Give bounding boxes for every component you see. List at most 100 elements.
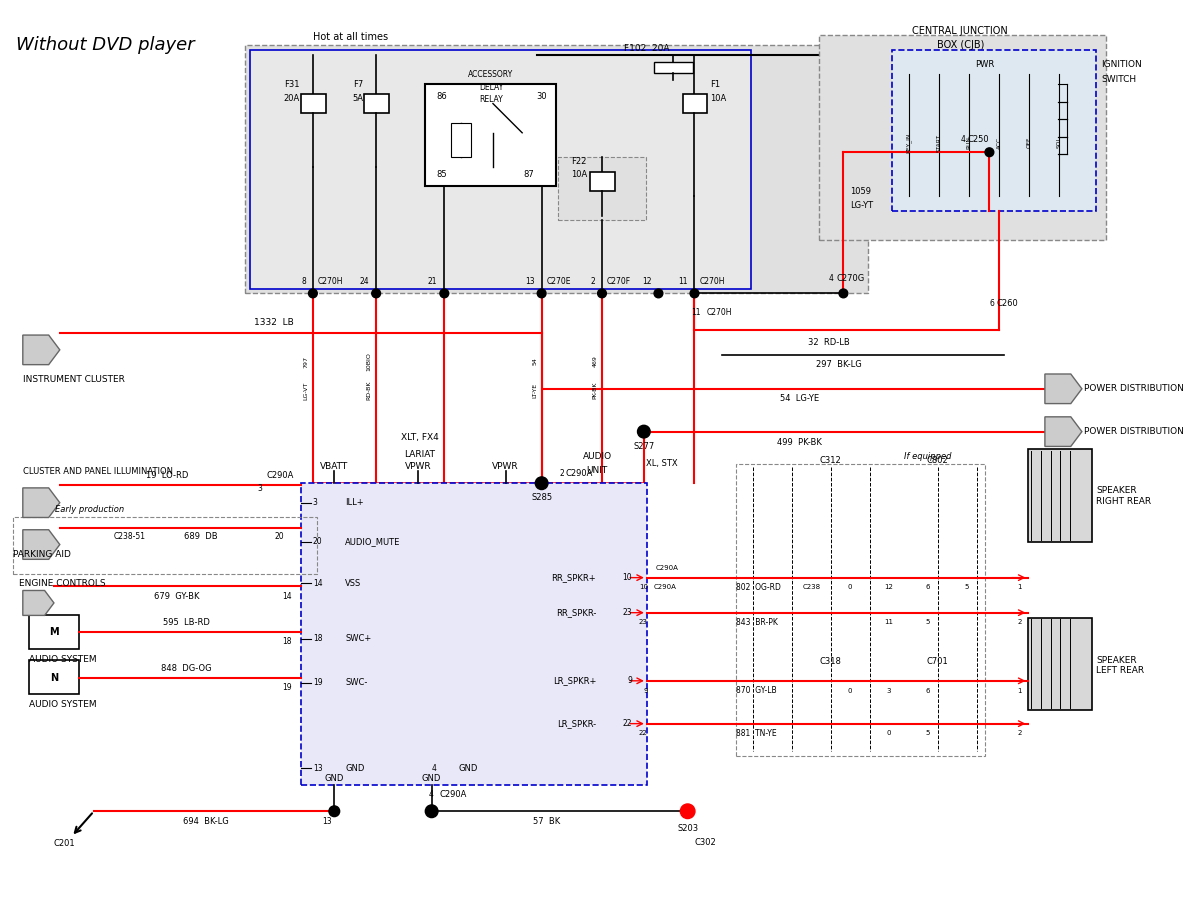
Text: 22: 22 <box>638 731 648 736</box>
Text: C318: C318 <box>820 657 841 666</box>
Text: 14: 14 <box>282 592 292 601</box>
Bar <box>29 660 79 694</box>
Text: C201: C201 <box>54 839 76 848</box>
Text: C302: C302 <box>695 838 716 847</box>
Text: SOL: SOL <box>1057 136 1062 148</box>
Text: CENTRAL JUNCTION: CENTRAL JUNCTION <box>912 25 1008 35</box>
Text: PWR: PWR <box>974 60 994 69</box>
Text: 20A: 20A <box>283 95 299 104</box>
Text: 57  BK: 57 BK <box>533 817 560 826</box>
Text: 297  BK-LG: 297 BK-LG <box>816 360 862 369</box>
Text: 10: 10 <box>623 574 632 582</box>
Text: C270H: C270H <box>707 308 733 317</box>
Text: C802: C802 <box>926 456 949 465</box>
Text: SWC+: SWC+ <box>346 634 371 644</box>
Circle shape <box>690 289 698 298</box>
Text: 13: 13 <box>323 817 332 826</box>
Bar <box>250 50 751 288</box>
Text: CLUSTER AND PANEL ILLUMINATION: CLUSTER AND PANEL ILLUMINATION <box>23 467 173 476</box>
Text: 19  LO-RD: 19 LO-RD <box>145 471 188 480</box>
Text: 802  OG-RD: 802 OG-RD <box>737 583 781 592</box>
Text: 5: 5 <box>926 731 930 736</box>
Text: 18: 18 <box>313 634 323 644</box>
Text: 14: 14 <box>313 579 323 588</box>
Circle shape <box>598 289 606 298</box>
Text: AUDIO_MUTE: AUDIO_MUTE <box>346 537 401 546</box>
Text: C270H: C270H <box>700 277 725 286</box>
Text: C290A: C290A <box>655 564 678 571</box>
Text: 22: 22 <box>623 719 632 728</box>
Text: DELAY: DELAY <box>479 83 503 92</box>
Text: 11: 11 <box>678 277 688 286</box>
Text: PARKING AID: PARKING AID <box>13 550 71 559</box>
Polygon shape <box>23 335 60 365</box>
Bar <box>683 94 707 114</box>
Text: POWER DISTRIBUTION: POWER DISTRIBUTION <box>1084 385 1183 394</box>
Text: 86: 86 <box>436 93 446 101</box>
Text: 1332  LB: 1332 LB <box>254 318 294 327</box>
Text: 10: 10 <box>638 584 648 590</box>
Bar <box>1028 617 1092 710</box>
Text: GND: GND <box>458 764 479 773</box>
Text: F7: F7 <box>353 80 364 88</box>
Text: 689  DB: 689 DB <box>184 533 217 541</box>
Text: 0: 0 <box>848 584 852 590</box>
Bar <box>737 464 984 755</box>
Text: SWC-: SWC- <box>346 678 367 687</box>
Text: KEY_IN: KEY_IN <box>906 133 912 153</box>
Text: 13: 13 <box>526 277 535 286</box>
Text: 18: 18 <box>282 637 292 646</box>
Text: ILL+: ILL+ <box>346 498 364 507</box>
Text: GND: GND <box>325 774 344 783</box>
Text: 848  DG-OG: 848 DG-OG <box>161 664 211 673</box>
Text: 3: 3 <box>313 498 318 507</box>
Text: AUDIO SYSTEM: AUDIO SYSTEM <box>29 700 96 709</box>
Text: C290A: C290A <box>654 584 677 590</box>
Text: 3: 3 <box>887 687 892 694</box>
Bar <box>451 123 470 157</box>
Text: 32  RD-LB: 32 RD-LB <box>808 337 850 346</box>
Bar <box>820 35 1106 240</box>
Text: LR_SPKR+: LR_SPKR+ <box>553 676 596 685</box>
Circle shape <box>308 289 317 298</box>
Text: 6: 6 <box>990 299 995 307</box>
Text: 0: 0 <box>848 687 852 694</box>
Bar <box>590 172 614 191</box>
Text: C701: C701 <box>926 657 949 666</box>
Text: POWER DISTRIBUTION: POWER DISTRIBUTION <box>1084 427 1183 436</box>
Text: XLT, FX4: XLT, FX4 <box>401 433 439 442</box>
Text: 11: 11 <box>884 619 894 625</box>
Bar <box>13 517 317 574</box>
Text: AUDIO SYSTEM: AUDIO SYSTEM <box>29 654 96 664</box>
Circle shape <box>425 805 438 817</box>
Bar <box>301 94 325 114</box>
Text: ACC: ACC <box>997 136 1002 148</box>
Circle shape <box>985 148 994 156</box>
Text: LARIAT: LARIAT <box>404 450 436 458</box>
Text: 10A: 10A <box>571 170 587 179</box>
Text: UNIT: UNIT <box>587 466 607 475</box>
Text: 6: 6 <box>926 584 930 590</box>
Text: PK-BK: PK-BK <box>593 382 598 399</box>
Text: RD-BK: RD-BK <box>367 381 372 401</box>
Text: ENGINE CONTROLS: ENGINE CONTROLS <box>19 579 106 588</box>
Text: N: N <box>50 673 58 683</box>
Text: 5A: 5A <box>353 95 364 104</box>
Text: RR_SPKR+: RR_SPKR+ <box>552 574 596 582</box>
Text: 30: 30 <box>536 93 547 101</box>
Text: 54  LG-YE: 54 LG-YE <box>780 394 820 403</box>
Text: 2: 2 <box>1018 619 1021 625</box>
Text: 4: 4 <box>432 764 437 773</box>
Text: LR_SPKR-: LR_SPKR- <box>557 719 596 728</box>
Text: 23: 23 <box>638 619 648 625</box>
Text: 4: 4 <box>428 790 433 799</box>
Text: VSS: VSS <box>346 579 361 588</box>
Text: C270G: C270G <box>836 275 865 284</box>
Text: 1: 1 <box>1018 584 1021 590</box>
Text: 1059: 1059 <box>851 186 871 195</box>
Text: GND: GND <box>422 774 442 783</box>
Polygon shape <box>1045 374 1082 404</box>
Text: BOX (CJB): BOX (CJB) <box>936 40 984 50</box>
Bar <box>29 614 79 649</box>
Text: 3: 3 <box>257 484 262 493</box>
